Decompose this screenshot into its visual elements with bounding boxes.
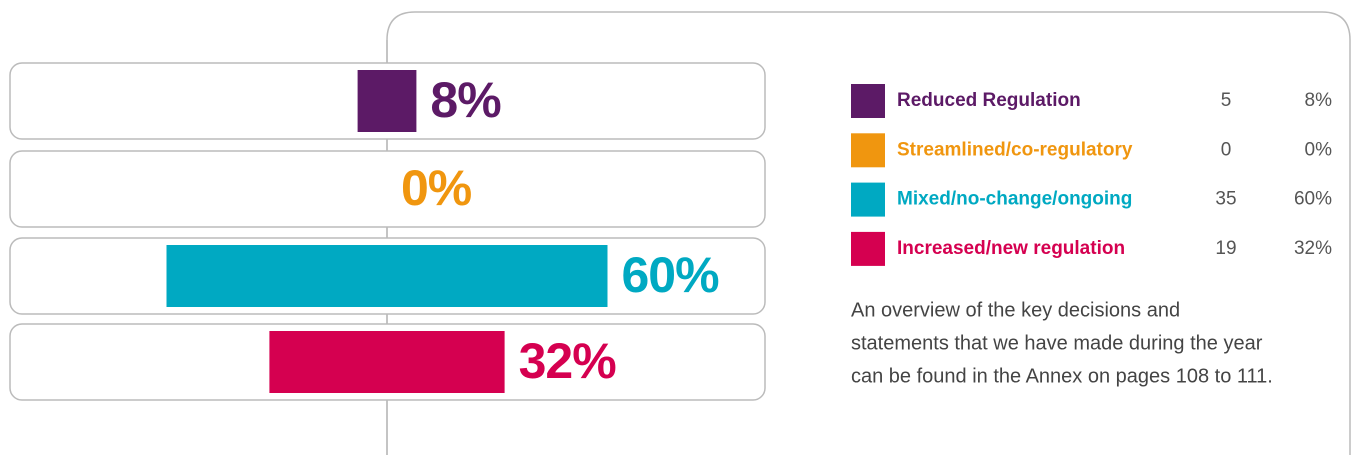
bar [357,70,417,132]
bar-label: 32% [519,333,617,389]
legend-count: 0 [1221,139,1232,160]
bar [269,331,505,393]
legend-label: Increased/new regulation [897,238,1125,259]
legend-percent: 0% [1305,139,1333,160]
legend-count: 5 [1221,90,1232,111]
legend-swatch [851,182,885,217]
bar-label: 8% [430,72,501,128]
legend-percent: 8% [1305,90,1333,111]
legend-count: 19 [1215,238,1236,259]
legend-percent: 60% [1294,189,1332,210]
panel-outline [386,11,1351,455]
bar-label: 60% [622,247,720,303]
legend-label: Mixed/no-change/ongoing [897,189,1132,210]
legend-swatch [851,133,885,168]
legend-percent: 32% [1294,238,1332,259]
legend-label: Reduced Regulation [897,90,1081,111]
bar [166,245,608,307]
bar-label: 0% [401,160,472,216]
description-line: can be found in the Annex on pages 108 t… [851,365,1273,387]
legend-label: Streamlined/co-regulatory [897,139,1133,160]
description-line: An overview of the key decisions and [851,299,1180,321]
legend-swatch [851,84,885,118]
legend-count: 35 [1215,189,1236,210]
legend-swatch [851,231,885,266]
description-line: statements that we have made during the … [851,332,1263,354]
row-box [9,150,766,228]
